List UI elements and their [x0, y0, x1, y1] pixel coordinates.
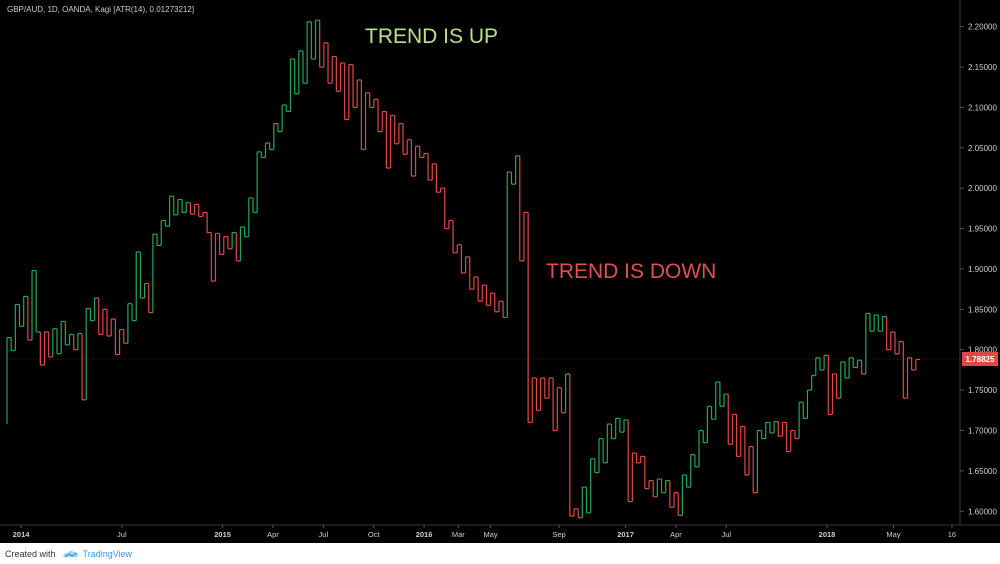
y-tick-label: 2.00000 — [968, 184, 997, 193]
x-tick-label: May — [886, 530, 900, 539]
y-tick-label: 1.60000 — [968, 507, 997, 516]
y-tick-label: 1.90000 — [968, 265, 997, 274]
x-tick-label: 2018 — [819, 530, 836, 539]
x-tick-label: May — [483, 530, 497, 539]
x-tick-label: 2016 — [416, 530, 433, 539]
kagi-chart[interactable]: 1.60000 1.65000 1.70000 1.75000 1.80000 1.850… — [0, 0, 1000, 543]
y-tick-label: 1.70000 — [968, 427, 997, 436]
y-tick-label: 1.75000 — [968, 386, 997, 395]
x-tick-label: 2014 — [13, 530, 31, 539]
x-tick-label: Jul — [721, 530, 731, 539]
annotation-trend-up: TREND IS UP — [365, 25, 499, 48]
x-tick-label: Jul — [319, 530, 329, 539]
chart-title: GBP/AUD, 1D, OANDA, Kagi [ATR(14), 0.012… — [7, 5, 195, 14]
y-tick-label: 1.80000 — [968, 346, 997, 355]
x-tick-label: 2017 — [617, 530, 634, 539]
chart-area[interactable]: 1.60000 1.65000 1.70000 1.75000 1.80000 1.850… — [0, 0, 1000, 543]
y-tick-label: 2.10000 — [968, 103, 997, 112]
x-tick-label: Apr — [267, 530, 279, 539]
y-tick-label: 1.95000 — [968, 225, 997, 234]
x-tick-label: Sep — [552, 530, 565, 539]
y-tick-label: 2.15000 — [968, 63, 997, 72]
x-tick-label: Jul — [117, 530, 127, 539]
x-tick-label: Mar — [452, 530, 465, 539]
annotation-trend-down: TREND IS DOWN — [546, 260, 717, 283]
last-price-badge: 1.78825 — [962, 352, 998, 367]
footer: Created with TradingView — [0, 543, 1000, 564]
y-tick-label: 2.20000 — [968, 23, 997, 32]
tradingview-brand-link[interactable]: TradingView — [82, 548, 133, 559]
y-tick-label: 1.65000 — [968, 467, 997, 476]
y-tick-label: 2.05000 — [968, 144, 997, 153]
created-with-label: Created with — [5, 548, 56, 559]
x-tick-label: Apr — [670, 530, 682, 539]
x-tick-label: 16 — [948, 530, 956, 539]
tradingview-logo-icon[interactable] — [62, 549, 80, 559]
x-tick-label: Oct — [368, 530, 381, 539]
x-tick-label: 2015 — [214, 530, 231, 539]
y-tick-label: 1.85000 — [968, 305, 997, 314]
